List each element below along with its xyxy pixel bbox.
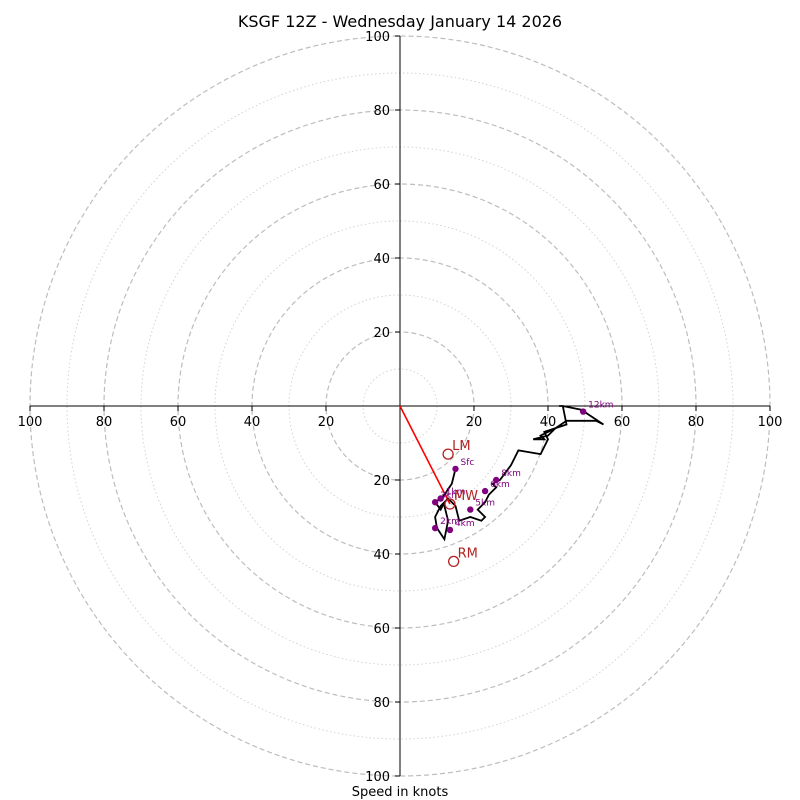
tick-label: 20 (466, 415, 483, 430)
tick-label: 60 (614, 415, 631, 430)
height-marker-5km (467, 506, 474, 513)
height-label: 1km (446, 488, 466, 498)
height-marker-6km (481, 487, 489, 495)
tick-label: 40 (244, 415, 261, 430)
tick-label: 100 (18, 415, 43, 430)
tick-label: 20 (318, 415, 335, 430)
tick-label: 80 (373, 696, 390, 711)
hodograph-trace (433, 405, 604, 542)
height-marker-1km (437, 495, 444, 502)
tick-label: 60 (170, 415, 187, 430)
tick-label: 20 (373, 474, 390, 489)
storm-motion-rm (447, 555, 460, 568)
x-axis-label: Speed in knots (352, 785, 449, 800)
tick-label: 100 (365, 30, 390, 45)
height-label: Sfc (461, 458, 475, 468)
tick-label: 40 (373, 252, 390, 267)
height-marker-sfc (452, 465, 459, 473)
tick-label: 40 (540, 415, 557, 430)
height-label: 3km (440, 491, 460, 501)
storm-motion-markers: LM MW RM (442, 439, 478, 568)
height-marker-2km (431, 524, 439, 532)
tick-label: 80 (96, 415, 113, 430)
mean-wind-line (399, 405, 451, 505)
chart-title: KSGF 12Z - Wednesday January 14 2026 (238, 12, 562, 31)
tick-label: 60 (373, 622, 390, 637)
storm-motion-lm (442, 448, 454, 460)
height-label: 12km (588, 401, 613, 411)
height-label: 6km (490, 480, 510, 490)
height-marker-8km (493, 476, 500, 484)
mean-wind-vector (399, 405, 451, 505)
storm-motion-mw (444, 498, 456, 510)
storm-motion-label: RM (458, 546, 478, 561)
tick-label: 40 (373, 548, 390, 563)
tick-label: 100 (758, 415, 783, 430)
height-marker-3km (431, 499, 439, 506)
tick-label: 100 (365, 770, 390, 785)
tick-label: 60 (373, 178, 390, 193)
height-marker-12km (579, 408, 587, 415)
storm-motion-label: LM (452, 439, 470, 454)
tick-label: 20 (373, 326, 390, 341)
tick-label: 80 (373, 104, 390, 119)
wind-profile (433, 405, 604, 542)
height-label: 8km (501, 469, 521, 479)
tick-labels: 100 80 60 40 20 20 40 60 80 100 20 40 60 80 100 20 40 60 8… (18, 30, 783, 785)
storm-motion-label: MW (454, 489, 478, 504)
height-label: 5km (475, 499, 495, 509)
tick-label: 80 (688, 415, 705, 430)
height-label: 2km (440, 517, 460, 527)
height-marker-4km (446, 526, 454, 534)
height-label: 4km (455, 519, 475, 529)
